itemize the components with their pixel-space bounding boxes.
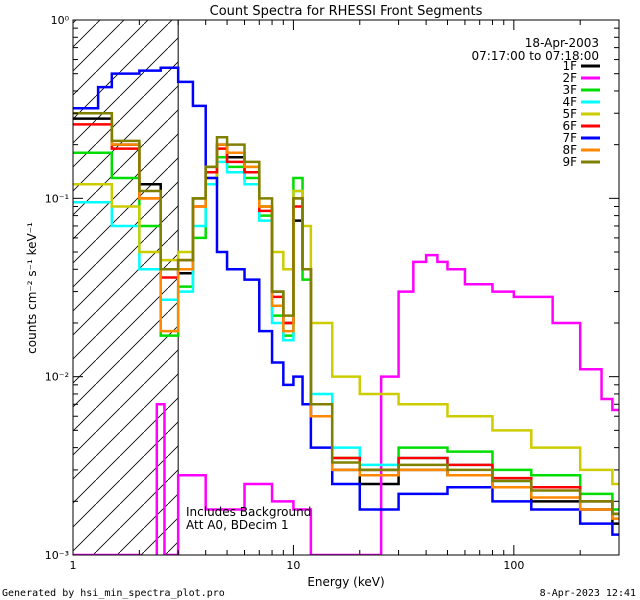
chart-title: Count Spectra for RHESSI Front Segments: [210, 4, 483, 19]
time-range-label: 07:17:00 to 07:18:00: [472, 49, 599, 63]
hatch-fill: [73, 20, 179, 555]
plot-frame: [72, 19, 620, 556]
y-tick-label: 10⁰: [51, 14, 70, 27]
legend-label-8F: 8F: [562, 143, 577, 157]
legend-label-5F: 5F: [562, 107, 577, 121]
legend-label-1F: 1F: [562, 59, 577, 73]
axes-layer: 1 10 100 10⁻³ 10⁻² 10⁻¹ 10⁰: [45, 14, 620, 572]
series-line-9F: [73, 111, 619, 516]
legend-label-7F: 7F: [562, 131, 577, 145]
legend-label-9F: 9F: [562, 155, 577, 169]
legend-label-4F: 4F: [562, 95, 577, 109]
y-tick-label: 10⁻²: [45, 371, 69, 384]
annotation-background: Includes Background: [186, 505, 311, 519]
series-line-7F: [73, 66, 619, 536]
footer-timestamp: 8-Apr-2023 12:41: [540, 588, 636, 599]
x-axis-label: Energy (keV): [307, 575, 384, 589]
legend-label-3F: 3F: [562, 83, 577, 97]
legend-label-6F: 6F: [562, 119, 577, 133]
date-label: 18-Apr-2003: [525, 36, 599, 50]
x-tick-label: 10: [286, 559, 300, 572]
x-tick-label: 1: [70, 559, 77, 572]
y-axis-label: counts cm⁻² s⁻¹ keV⁻¹: [25, 222, 39, 354]
background-hatch-region: [73, 20, 179, 555]
x-tick-label: 100: [503, 559, 524, 572]
series-layer: [73, 66, 619, 555]
y-tick-label: 10⁻¹: [45, 192, 69, 205]
legend-label-2F: 2F: [562, 71, 577, 85]
series-line-2F: [73, 253, 619, 555]
footer-generated-by: Generated by hsi_min_spectra_plot.pro: [2, 588, 225, 599]
annotation-attenuator: Att A0, BDecim 1: [186, 518, 289, 532]
y-tick-label: 10⁻³: [45, 549, 69, 562]
